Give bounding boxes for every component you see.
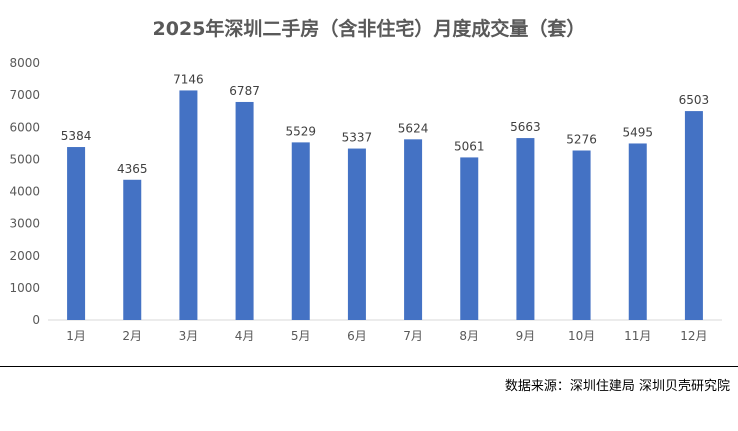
bar-value-label: 5276 [566,133,597,147]
x-tick-label: 8月 [459,329,479,343]
y-tick-label: 4000 [9,185,40,199]
chart-area: 2025年深圳二手房（含非住宅）月度成交量（套） 0 1000 2000 3000 40… [9,18,722,343]
y-tick-label: 3000 [9,217,40,231]
x-tick-label: 3月 [179,329,199,343]
bar-value-label: 5529 [285,124,316,138]
x-tick-label: 12月 [680,329,707,343]
chart-title: 2025年深圳二手房（含非住宅）月度成交量（套） [152,18,586,40]
bar-value-label: 5384 [61,129,92,143]
bar-chart: 0 1000 2000 3000 4000 5000 6000 7000 8000 5384 1月 4… [9,56,722,343]
y-tick-label: 7000 [9,88,40,102]
x-tick-label: 4月 [235,329,255,343]
bar [460,157,479,320]
bar-value-label: 5663 [510,120,541,134]
bar [67,147,86,320]
bar [179,90,198,320]
y-tick-label: 2000 [9,249,40,263]
bar [123,179,142,320]
x-tick-label: 6月 [347,329,367,343]
x-tick-label: 2月 [122,329,142,343]
y-tick-label: 8000 [9,56,40,70]
bar-value-label: 7146 [173,72,204,86]
bar-value-label: 5061 [454,139,485,153]
x-tick-label: 1月 [66,329,86,343]
x-tick-label: 9月 [516,329,536,343]
y-tick-label: 5000 [9,152,40,166]
bar [628,143,647,320]
bar [684,111,703,320]
x-tick-label: 11月 [624,329,651,343]
x-tick-label: 5月 [291,329,311,343]
bar-value-label: 5495 [622,125,653,139]
bar [404,139,423,320]
x-tick-label: 7月 [403,329,423,343]
x-tick-label: 10月 [568,329,595,343]
bar [572,150,591,320]
bar-value-label: 5624 [398,121,429,135]
bar-value-label: 6787 [229,84,260,98]
y-tick-label: 6000 [9,120,40,134]
y-tick-label: 0 [32,313,40,327]
footer-divider [0,366,738,367]
bar [347,148,366,320]
bar [516,138,535,320]
bar [291,142,310,320]
bar-value-label: 4365 [117,162,148,176]
data-source-note: 数据来源：深圳住建局 深圳贝壳研究院 [504,379,730,394]
bar-value-label: 6503 [679,93,710,107]
y-tick-label: 1000 [9,281,40,295]
bar-value-label: 5337 [342,131,373,145]
bar [235,101,254,321]
